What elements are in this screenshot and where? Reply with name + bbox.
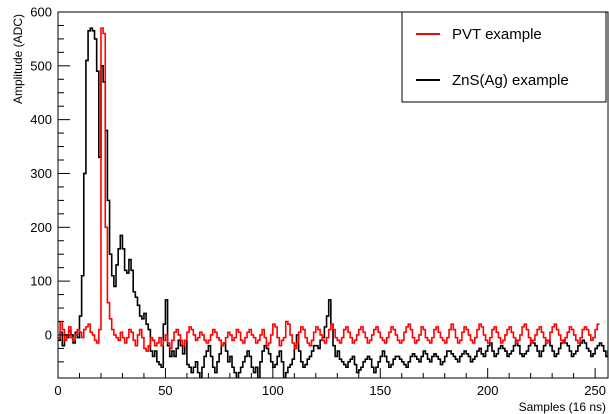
series-line-pvt	[58, 27, 600, 352]
plot-frame	[57, 11, 609, 379]
legend-box	[401, 11, 607, 103]
y-tick-label: 300	[30, 166, 52, 181]
ticks-layer: 0 50 100 150 200 250 0 100 200 300 400 500 600	[30, 5, 606, 399]
y-tick-label: 400	[30, 112, 52, 127]
x-tick-label: 100	[262, 383, 284, 398]
x-tick-label: 250	[584, 383, 606, 398]
x-axis-title: Samples (16 ns)	[519, 400, 606, 414]
legend-label-zns: ZnS(Ag) example	[452, 72, 569, 89]
y-tick-label: 0	[45, 327, 52, 342]
x-tick-label: 50	[158, 383, 172, 398]
y-tick-label: 100	[30, 274, 52, 289]
series-layer	[58, 27, 608, 378]
y-tick-label: 200	[30, 220, 52, 235]
legend: PVT example ZnS(Ag) example	[401, 11, 607, 103]
y-tick-label: 600	[30, 5, 52, 20]
legend-label-pvt: PVT example	[452, 26, 542, 43]
y-tick-label: 500	[30, 58, 52, 73]
y-axis-title: Amplitude (ADC)	[11, 14, 25, 104]
x-tick-label: 150	[369, 383, 391, 398]
series-line-zns	[58, 27, 608, 378]
x-tick-label: 200	[477, 383, 499, 398]
x-tick-label: 0	[54, 383, 61, 398]
